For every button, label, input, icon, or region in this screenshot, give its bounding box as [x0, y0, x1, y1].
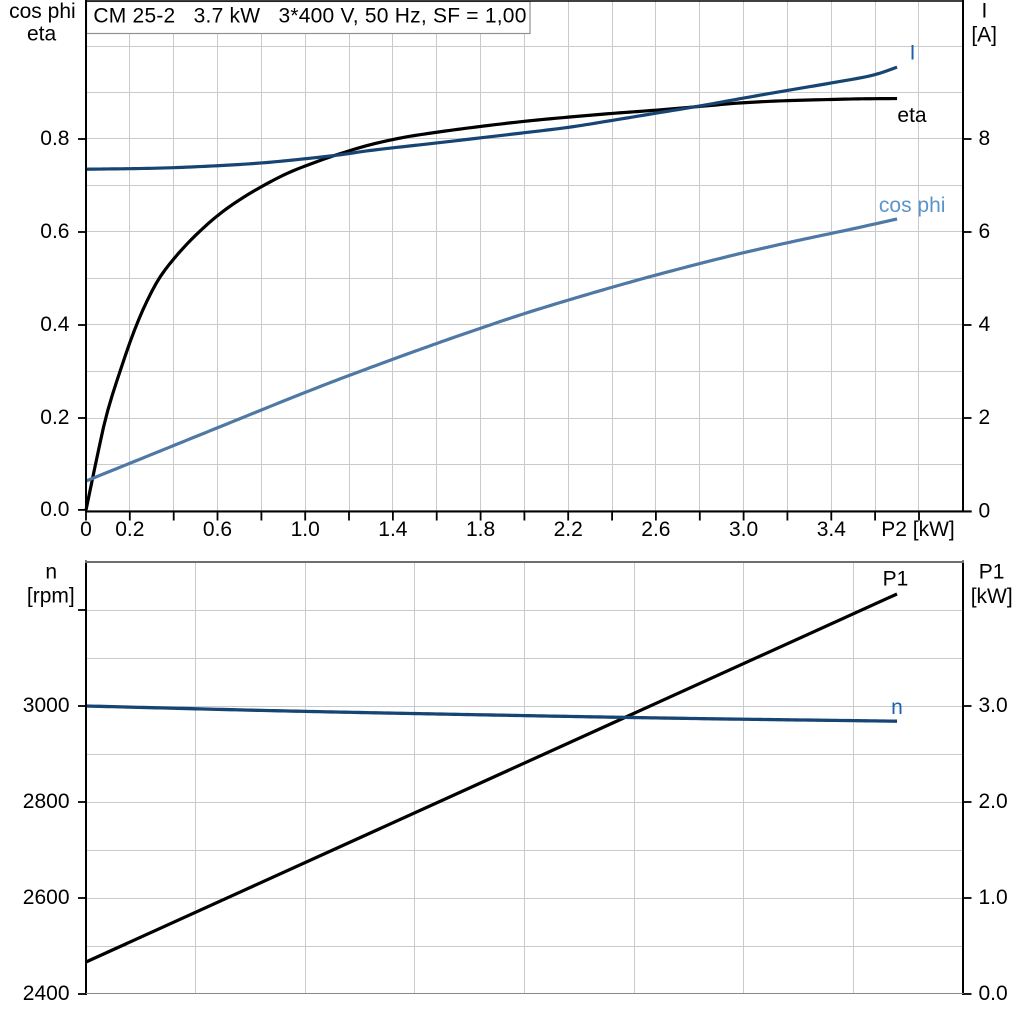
svg-text:1.4: 1.4 [378, 518, 408, 541]
svg-text:eta: eta [27, 23, 57, 46]
svg-text:2.0: 2.0 [979, 790, 1008, 813]
svg-text:0.6: 0.6 [203, 518, 232, 541]
svg-text:2.2: 2.2 [554, 518, 583, 541]
svg-text:3.0: 3.0 [729, 518, 758, 541]
svg-text:0.0: 0.0 [979, 982, 1008, 1005]
svg-text:0: 0 [80, 518, 92, 541]
svg-text:3.0: 3.0 [979, 694, 1008, 717]
svg-text:[A]: [A] [971, 23, 997, 46]
svg-text:P1: P1 [979, 561, 1005, 584]
svg-text:3000: 3000 [23, 694, 70, 717]
svg-text:[rpm]: [rpm] [27, 585, 75, 608]
svg-text:n: n [45, 561, 57, 584]
svg-text:cos phi: cos phi [9, 0, 76, 23]
svg-text:0.2: 0.2 [40, 406, 69, 429]
svg-text:0.2: 0.2 [115, 518, 144, 541]
svg-text:CM 25-2 3.7 kW 3*400 V, 50: CM 25-2 3.7 kW 3*400 V, 50 Hz, SF = 1,00 [93, 5, 526, 28]
svg-text:1.8: 1.8 [466, 518, 495, 541]
svg-text:2800: 2800 [23, 790, 70, 813]
svg-text:P2 [kW]: P2 [kW] [881, 518, 955, 541]
svg-text:2: 2 [979, 406, 991, 429]
svg-text:2.6: 2.6 [641, 518, 670, 541]
svg-text:n: n [891, 696, 903, 719]
svg-text:cos phi: cos phi [879, 194, 946, 217]
svg-text:1.0: 1.0 [979, 886, 1008, 909]
svg-text:I: I [910, 42, 916, 65]
svg-text:6: 6 [979, 220, 991, 243]
svg-text:2600: 2600 [23, 886, 70, 909]
svg-text:3.4: 3.4 [817, 518, 847, 541]
svg-text:1.0: 1.0 [291, 518, 320, 541]
svg-text:2400: 2400 [23, 982, 70, 1005]
svg-text:0.0: 0.0 [40, 498, 69, 521]
svg-text:0.6: 0.6 [40, 220, 69, 243]
svg-text:I: I [981, 0, 987, 22]
svg-text:0.4: 0.4 [40, 313, 70, 336]
svg-text:8: 8 [979, 127, 991, 150]
svg-text:P1: P1 [883, 568, 909, 591]
svg-text:4: 4 [979, 313, 991, 336]
svg-text:0.8: 0.8 [40, 127, 69, 150]
svg-text:0: 0 [979, 500, 991, 523]
svg-text:eta: eta [897, 104, 927, 127]
svg-text:[kW]: [kW] [971, 585, 1013, 608]
